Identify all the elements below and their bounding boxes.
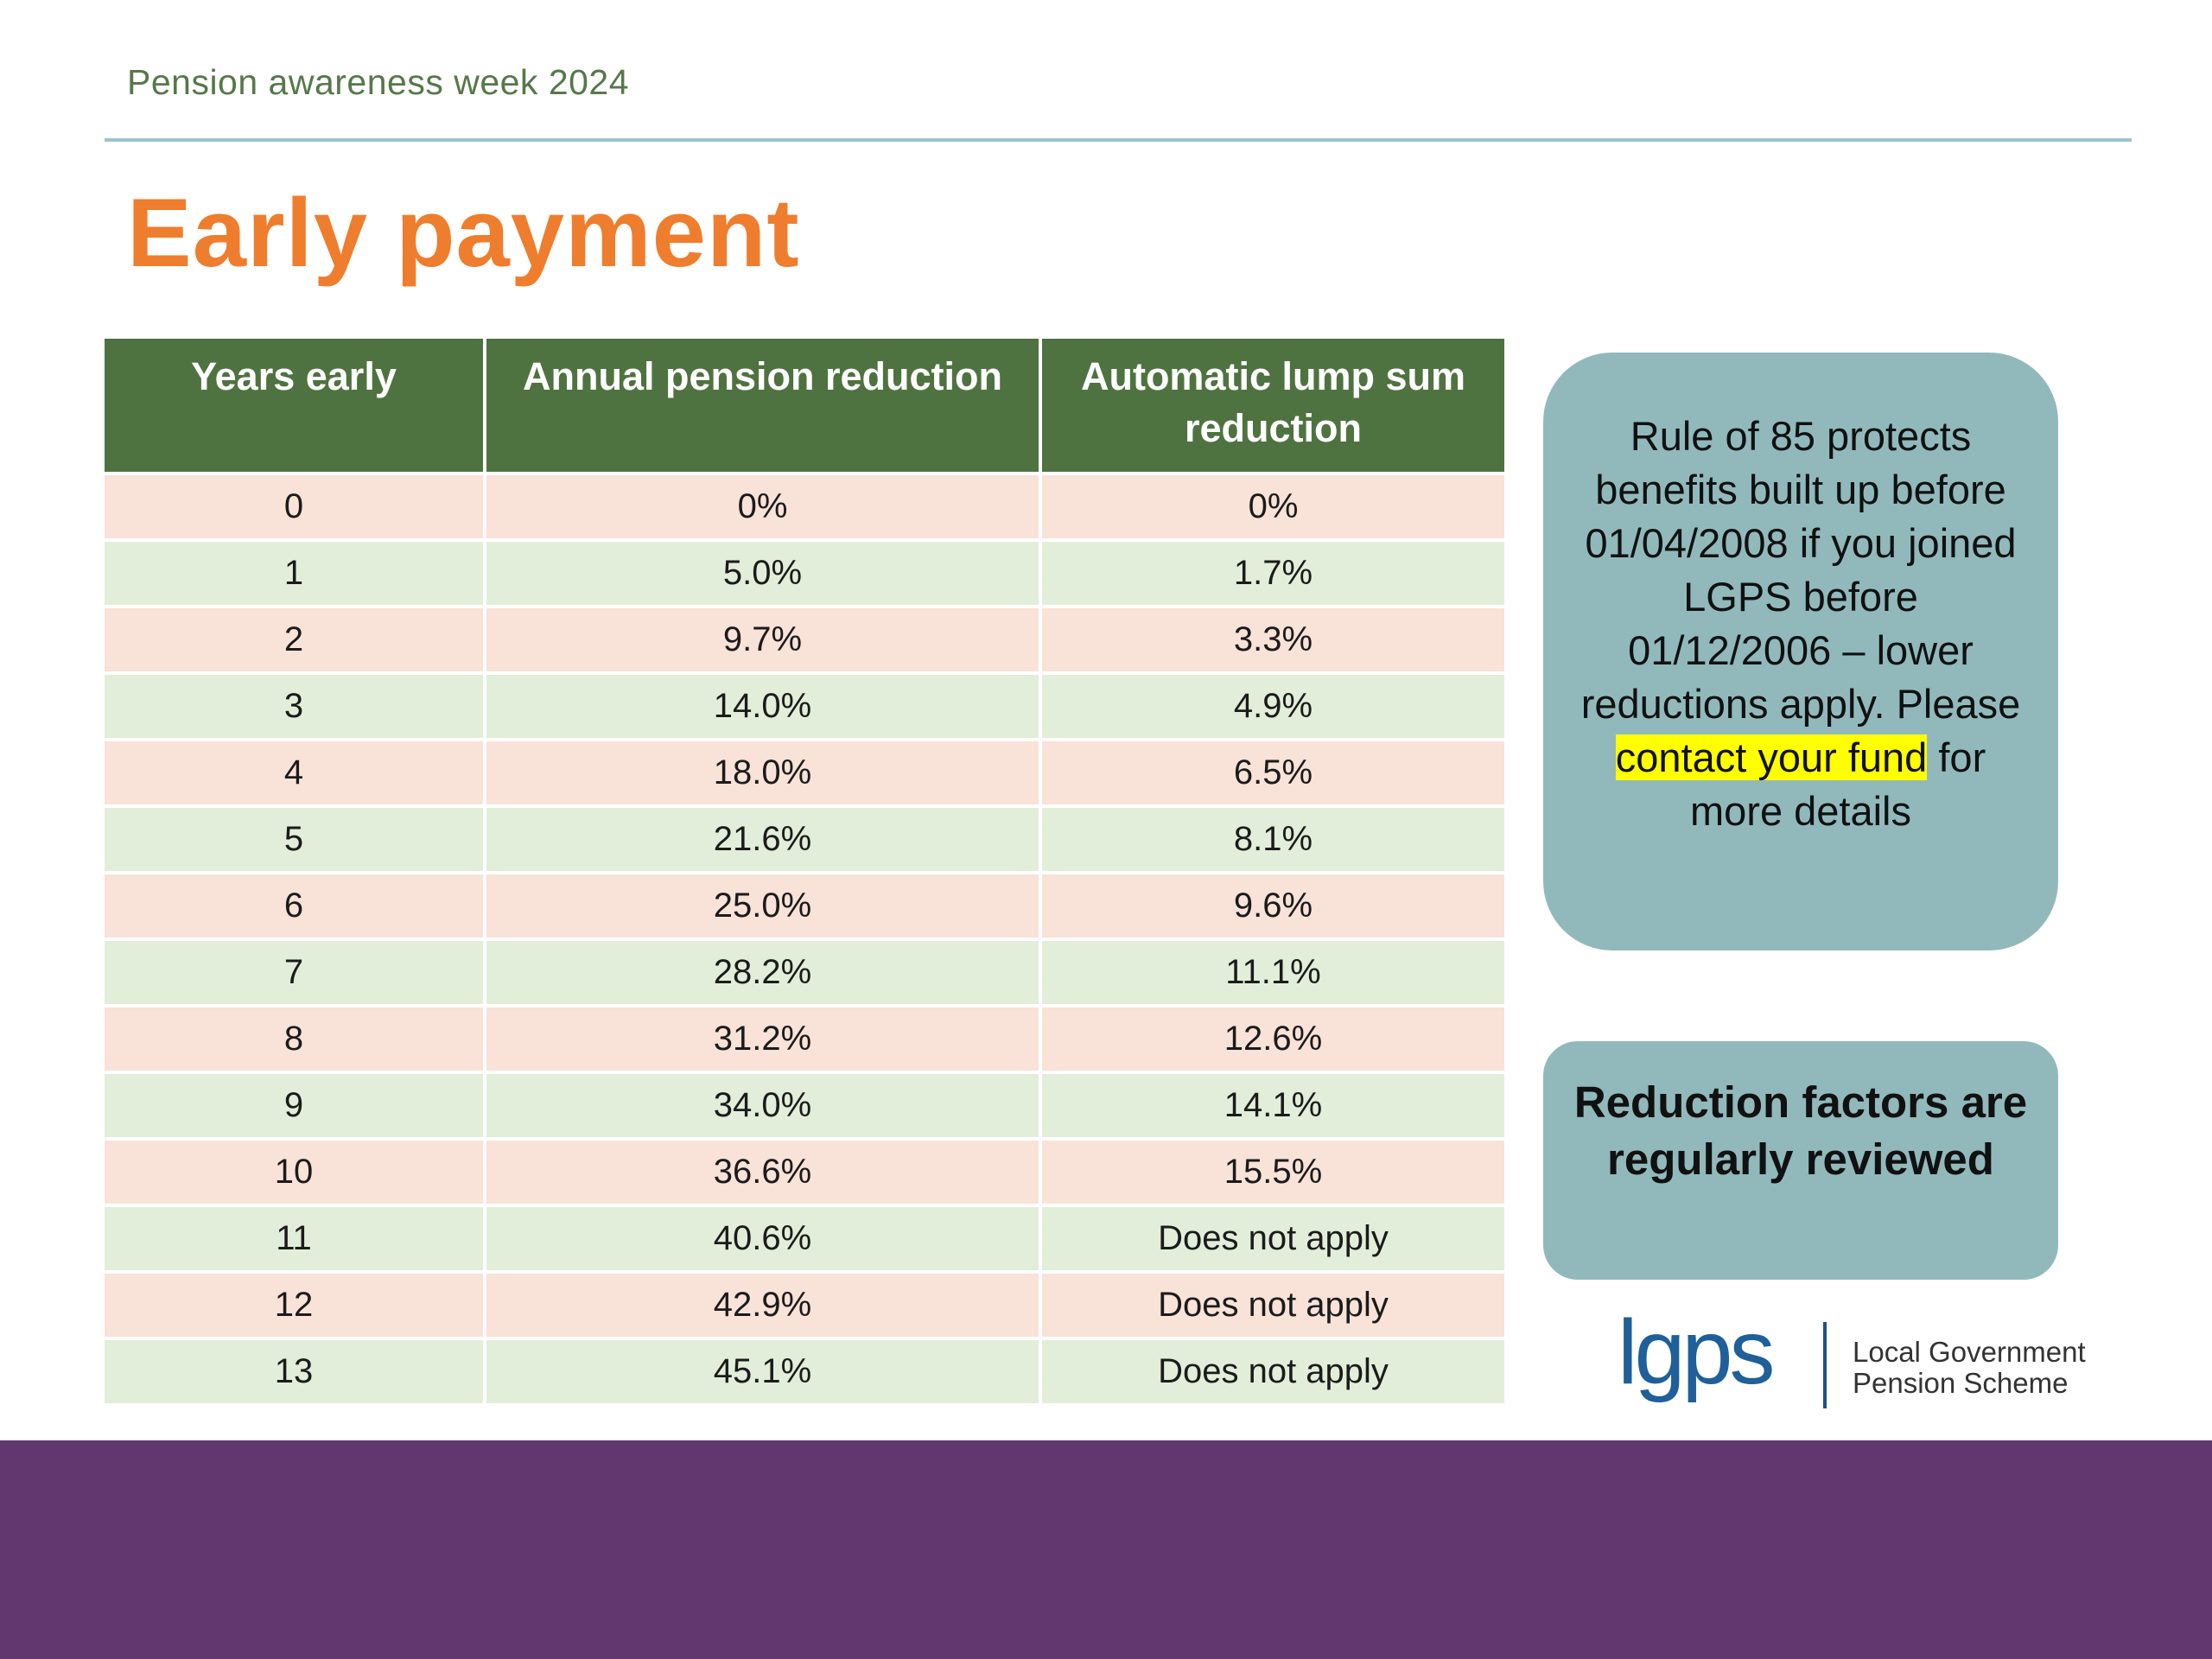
- years-early-cell: 0: [105, 474, 486, 542]
- annual-pension-reduction-cell: 9.7%: [485, 607, 1042, 675]
- lump-sum-reduction-cell: 0%: [1040, 474, 1504, 542]
- table-row: 2 9.7% 3.3%: [105, 607, 1504, 675]
- review-note-box: Reduction factors are regularly reviewed: [1543, 1041, 2058, 1280]
- lump-sum-reduction-cell: 12.6%: [1040, 1006, 1504, 1074]
- annual-pension-reduction-cell: 36.6%: [485, 1139, 1042, 1207]
- reduction-table: Years early Annual pension reduction Aut…: [105, 339, 1504, 1407]
- years-early-cell: 8: [105, 1006, 486, 1074]
- table-body: 0 0% 0% 1 5.0% 1.7% 2 9.7% 3.3% 3 14.0% 4.9% 4 18.0% 6…: [105, 474, 1504, 1407]
- years-early-cell: 4: [105, 740, 486, 808]
- lump-sum-reduction-cell: Does not apply: [1040, 1338, 1504, 1407]
- table-row: 1 5.0% 1.7%: [105, 540, 1504, 608]
- note-text-after: for more details: [1690, 734, 1986, 834]
- page-title: Early payment: [127, 179, 800, 287]
- column-header-annual-pension-reduction: Annual pension reduction: [485, 339, 1042, 475]
- annual-pension-reduction-cell: 0%: [485, 474, 1042, 542]
- lgps-logo: lgps Local Government Pension Scheme: [1618, 1306, 2101, 1417]
- column-header-years-early: Years early: [105, 339, 486, 475]
- lump-sum-reduction-cell: 14.1%: [1040, 1072, 1504, 1141]
- table-row: 7 28.2% 11.1%: [105, 939, 1504, 1007]
- years-early-cell: 9: [105, 1072, 486, 1141]
- lump-sum-reduction-cell: 1.7%: [1040, 540, 1504, 608]
- logo-text-line1: Local Government: [1853, 1336, 2086, 1368]
- lump-sum-reduction-cell: 9.6%: [1040, 873, 1504, 941]
- table-row: 12 42.9% Does not apply: [105, 1272, 1504, 1340]
- annual-pension-reduction-cell: 28.2%: [485, 939, 1042, 1007]
- footer-band: [0, 1440, 2212, 1659]
- years-early-cell: 11: [105, 1205, 486, 1274]
- note-text-before: Rule of 85 protects benefits built up be…: [1580, 413, 2021, 727]
- years-early-cell: 3: [105, 673, 486, 741]
- table-row: 11 40.6% Does not apply: [105, 1205, 1504, 1274]
- table-row: 13 45.1% Does not apply: [105, 1338, 1504, 1407]
- annual-pension-reduction-cell: 14.0%: [485, 673, 1042, 741]
- table-header-row: Years early Annual pension reduction Aut…: [105, 339, 1504, 475]
- logo-text-line2: Pension Scheme: [1853, 1367, 2069, 1399]
- lump-sum-reduction-cell: 4.9%: [1040, 673, 1504, 741]
- header-divider: [105, 138, 2132, 142]
- table-row: 6 25.0% 9.6%: [105, 873, 1504, 941]
- lump-sum-reduction-cell: 3.3%: [1040, 607, 1504, 675]
- rule-of-85-note: Rule of 85 protects benefits built up be…: [1543, 353, 2058, 950]
- annual-pension-reduction-cell: 42.9%: [485, 1272, 1042, 1340]
- table-row: 5 21.6% 8.1%: [105, 806, 1504, 874]
- annual-pension-reduction-cell: 25.0%: [485, 873, 1042, 941]
- years-early-cell: 1: [105, 540, 486, 608]
- years-early-cell: 5: [105, 806, 486, 874]
- header-label: Pension awareness week 2024: [127, 62, 630, 102]
- table-row: 8 31.2% 12.6%: [105, 1006, 1504, 1074]
- lump-sum-reduction-cell: Does not apply: [1040, 1205, 1504, 1274]
- lump-sum-reduction-cell: 15.5%: [1040, 1139, 1504, 1207]
- column-header-lump-sum-reduction: Automatic lump sum reduction: [1040, 339, 1504, 475]
- table-row: 4 18.0% 6.5%: [105, 740, 1504, 808]
- table-row: 0 0% 0%: [105, 474, 1504, 542]
- table-row: 9 34.0% 14.1%: [105, 1072, 1504, 1141]
- lgps-logo-mark: lgps: [1618, 1301, 1775, 1403]
- lump-sum-reduction-cell: Does not apply: [1040, 1272, 1504, 1340]
- years-early-cell: 10: [105, 1139, 486, 1207]
- lump-sum-reduction-cell: 8.1%: [1040, 806, 1504, 874]
- lump-sum-reduction-cell: 11.1%: [1040, 939, 1504, 1007]
- annual-pension-reduction-cell: 45.1%: [485, 1338, 1042, 1407]
- annual-pension-reduction-cell: 5.0%: [485, 540, 1042, 608]
- years-early-cell: 2: [105, 607, 486, 675]
- annual-pension-reduction-cell: 18.0%: [485, 740, 1042, 808]
- table-row: 10 36.6% 15.5%: [105, 1139, 1504, 1207]
- logo-divider: [1823, 1322, 1827, 1408]
- annual-pension-reduction-cell: 40.6%: [485, 1205, 1042, 1274]
- table-row: 3 14.0% 4.9%: [105, 673, 1504, 741]
- years-early-cell: 7: [105, 939, 486, 1007]
- years-early-cell: 6: [105, 873, 486, 941]
- years-early-cell: 12: [105, 1272, 486, 1340]
- lump-sum-reduction-cell: 6.5%: [1040, 740, 1504, 808]
- annual-pension-reduction-cell: 31.2%: [485, 1006, 1042, 1074]
- years-early-cell: 13: [105, 1338, 486, 1407]
- contact-your-fund-highlight: contact your fund: [1615, 734, 1928, 780]
- annual-pension-reduction-cell: 21.6%: [485, 806, 1042, 874]
- annual-pension-reduction-cell: 34.0%: [485, 1072, 1042, 1141]
